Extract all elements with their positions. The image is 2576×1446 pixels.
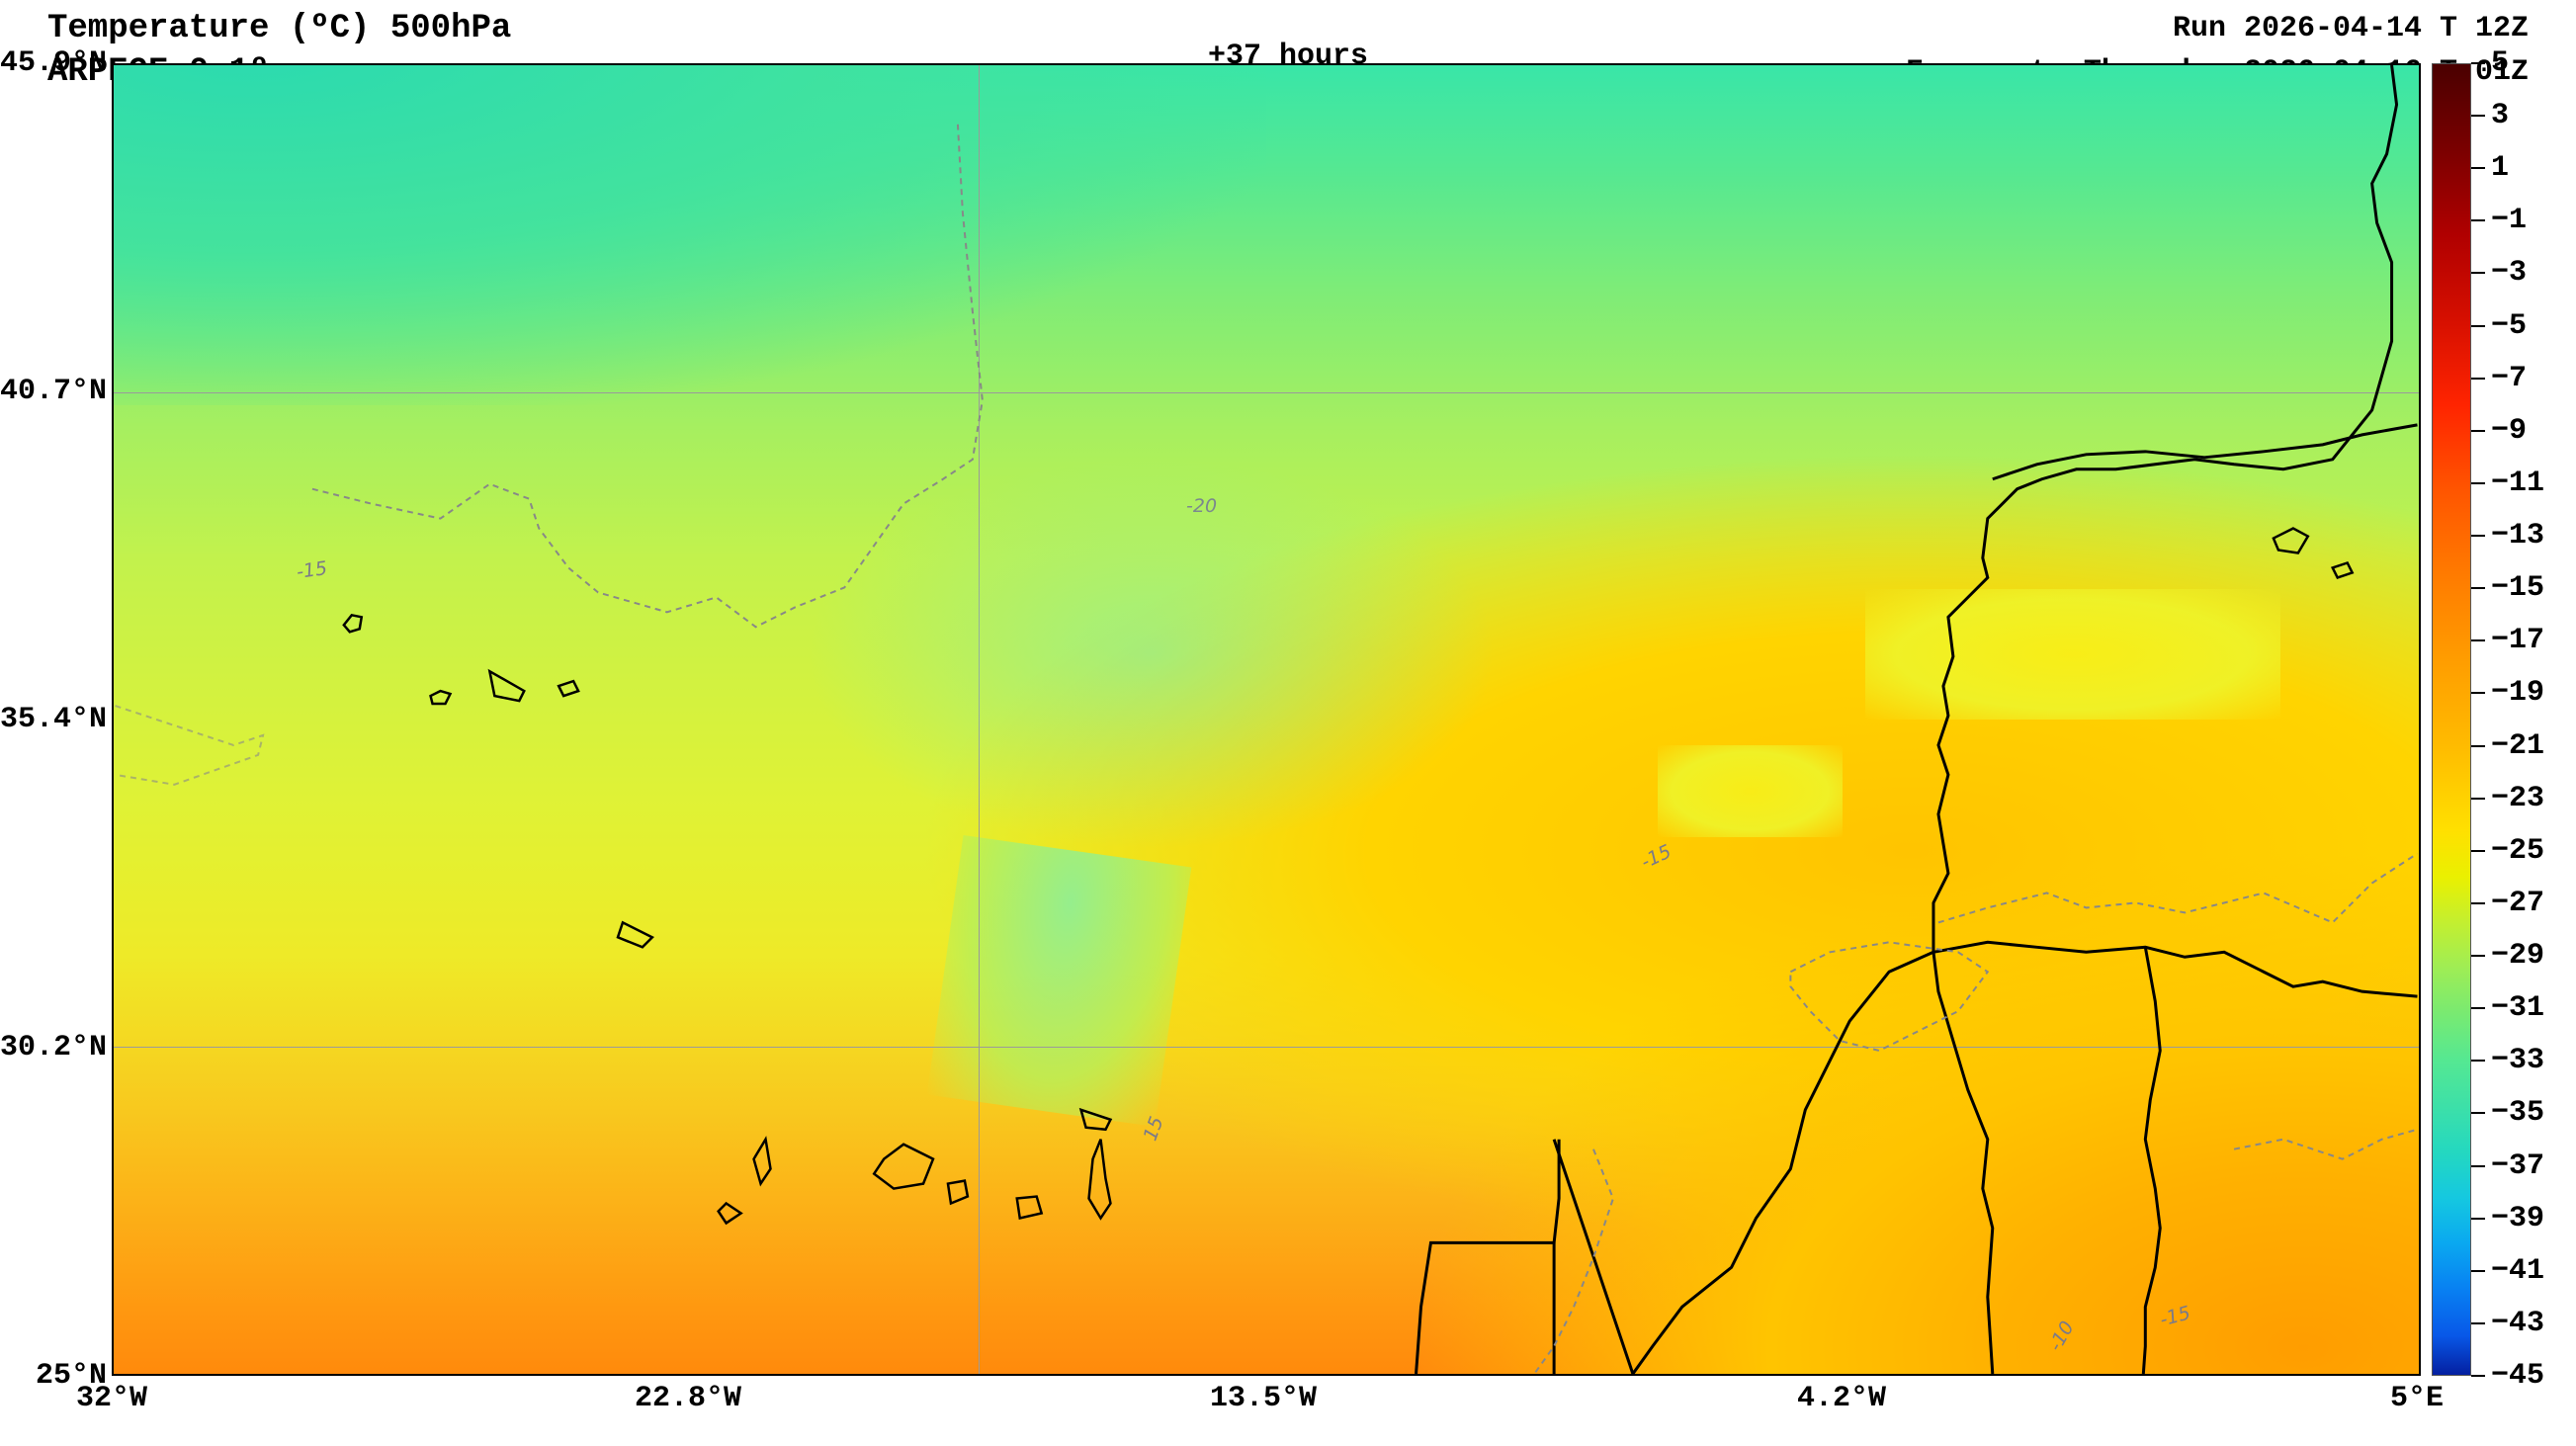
colorbar-tick-label-25: −45 — [2491, 1359, 2544, 1393]
colorbar-tick-label-19: −33 — [2491, 1044, 2544, 1077]
colorbar-tick-row-10: −15 — [2471, 571, 2544, 605]
x-tick-3: 4.2°W — [1797, 1382, 1886, 1415]
colorbar-tick-label-14: −23 — [2491, 782, 2544, 815]
colorbar-tick-row-1: 3 — [2471, 99, 2509, 132]
colorbar-tick-row-5: −5 — [2471, 309, 2527, 343]
x-tick-1: 22.8°W — [635, 1382, 741, 1415]
colorbar-tick-label-6: −7 — [2491, 362, 2527, 395]
colorbar-tick-label-24: −43 — [2491, 1307, 2544, 1340]
colorbar-tick-label-11: −17 — [2491, 624, 2544, 657]
colorbar-tick-label-20: −35 — [2491, 1096, 2544, 1130]
x-tick-4: 5°E — [2390, 1382, 2444, 1415]
temperature-heatmap: -20 -15 -15 15 -15 -10 — [112, 63, 2421, 1376]
colorbar-tick-label-1: 3 — [2491, 99, 2509, 132]
colorbar-tick-row-20: −35 — [2471, 1096, 2544, 1130]
colorbar-tick-label-21: −37 — [2491, 1149, 2544, 1183]
colorbar-tick-label-8: −11 — [2491, 467, 2544, 500]
map-container[interactable]: -20 -15 -15 15 -15 -10 — [112, 63, 2421, 1376]
y-tick-1: 40.7°N — [0, 375, 107, 408]
colorbar-tick-row-13: −21 — [2471, 729, 2544, 763]
colorbar-tick-label-10: −15 — [2491, 571, 2544, 605]
colorbar-tick-row-9: −13 — [2471, 519, 2544, 553]
weather-map-page: Temperature (ºC) 500hPa ARPEGE 0.1º +37 … — [0, 0, 2576, 1446]
colorbar-tick-label-23: −41 — [2491, 1254, 2544, 1288]
colorbar-tick-row-7: −9 — [2471, 414, 2527, 448]
chart-title: Temperature (ºC) 500hPa — [47, 8, 511, 51]
colorbar-tick-row-24: −43 — [2471, 1307, 2544, 1340]
colorbar-tick-row-23: −41 — [2471, 1254, 2544, 1288]
colorbar-tick-label-22: −39 — [2491, 1202, 2544, 1235]
colorbar-tick-row-16: −27 — [2471, 887, 2544, 920]
colorbar-tick-label-18: −31 — [2491, 991, 2544, 1025]
colorbar-tick-row-2: 1 — [2471, 151, 2509, 185]
colorbar-tick-row-4: −3 — [2471, 256, 2527, 290]
colorbar-tick-label-2: 1 — [2491, 151, 2509, 185]
colorbar-tick-label-9: −13 — [2491, 519, 2544, 553]
colorbar-tick-label-16: −27 — [2491, 887, 2544, 920]
y-tick-0: 45.9°N — [0, 46, 107, 80]
y-tick-2: 35.4°N — [0, 703, 107, 736]
colorbar-tick-row-25: −45 — [2471, 1359, 2544, 1393]
colorbar-tick-row-14: −23 — [2471, 782, 2544, 815]
colorbar-tick-label-15: −25 — [2491, 834, 2544, 868]
y-tick-3: 30.2°N — [0, 1031, 107, 1064]
colorbar-tick-row-19: −33 — [2471, 1044, 2544, 1077]
colorbar-tick-row-17: −29 — [2471, 939, 2544, 973]
colorbar-tick-row-22: −39 — [2471, 1202, 2544, 1235]
colorbar-tick-label-7: −9 — [2491, 414, 2527, 448]
colorbar-tick-label-13: −21 — [2491, 729, 2544, 763]
colorbar-tick-label-0: 5 — [2491, 46, 2509, 80]
colorbar-tick-label-17: −29 — [2491, 939, 2544, 973]
colorbar-tick-row-18: −31 — [2471, 991, 2544, 1025]
colorbar-tick-row-8: −11 — [2471, 467, 2544, 500]
colorbar-tick-label-12: −19 — [2491, 676, 2544, 710]
colorbar-tick-row-15: −25 — [2471, 834, 2544, 868]
run-label: Run 2026-04-14 T 12Z — [1906, 8, 2529, 51]
colorbar-tick-row-3: −1 — [2471, 204, 2527, 237]
colorbar-tick-row-21: −37 — [2471, 1149, 2544, 1183]
contour-label-minus20: -20 — [1186, 495, 1217, 517]
colorbar-gradient — [2432, 63, 2471, 1376]
coastline-border-overlay — [114, 65, 2419, 1374]
colorbar-tick-row-6: −7 — [2471, 362, 2527, 395]
colorbar-tick-label-5: −5 — [2491, 309, 2527, 343]
colorbar-tick-label-4: −3 — [2491, 256, 2527, 290]
colorbar-tick-label-3: −1 — [2491, 204, 2527, 237]
colorbar-legend[interactable]: 5 3 1 −1 −3 −5 −7 −9 — [2432, 63, 2471, 1376]
colorbar-tick-row-0: 5 — [2471, 46, 2509, 80]
x-tick-0: 32°W — [76, 1382, 147, 1415]
x-tick-2: 13.5°W — [1210, 1382, 1317, 1415]
colorbar-tick-row-12: −19 — [2471, 676, 2544, 710]
colorbar-tick-row-11: −17 — [2471, 624, 2544, 657]
contour-label-minus15-a: -15 — [296, 557, 329, 583]
